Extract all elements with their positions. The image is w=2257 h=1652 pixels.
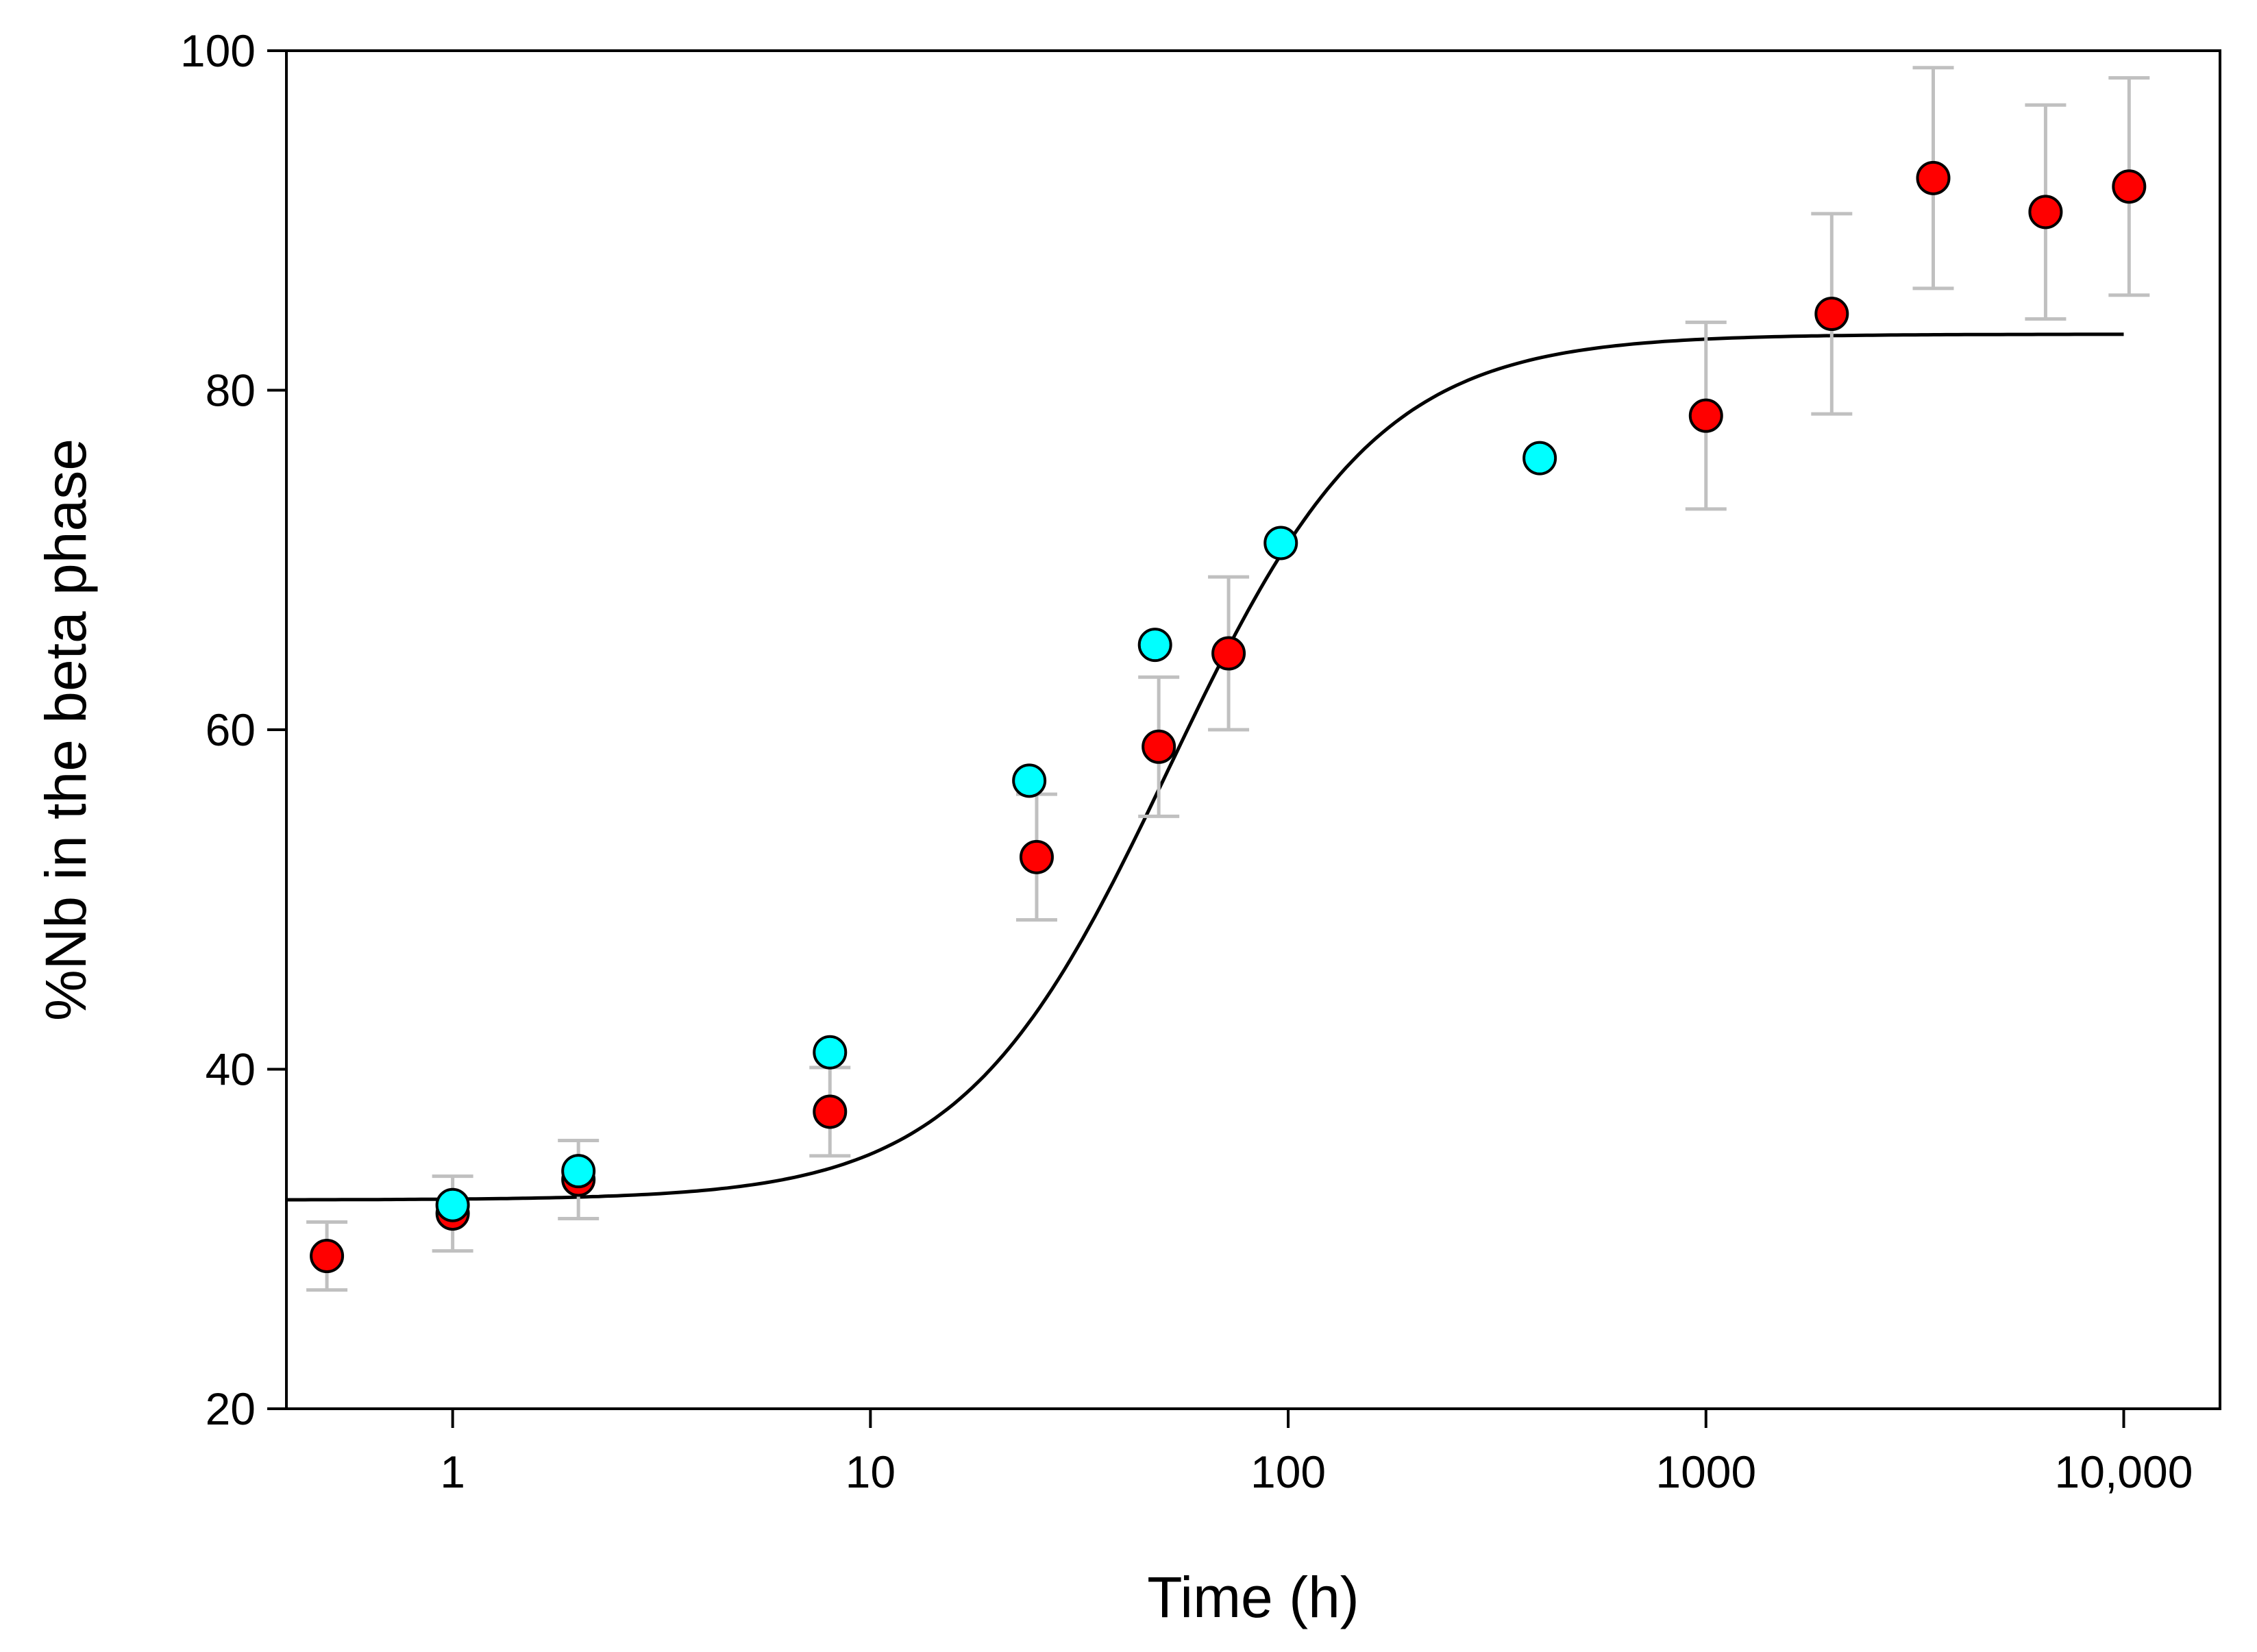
- data-point-red: [1814, 297, 1849, 332]
- y-tick-label: 80: [206, 365, 256, 416]
- data-point-cyan: [435, 1187, 470, 1222]
- x-tick-label: 10,000: [2055, 1446, 2193, 1497]
- y-tick-label: 60: [206, 704, 256, 755]
- data-point-cyan: [1137, 628, 1172, 663]
- data-point-cyan: [1012, 763, 1047, 798]
- data-point-cyan: [813, 1035, 848, 1070]
- data-point-red: [1019, 839, 1054, 874]
- data-point-red: [2112, 169, 2147, 204]
- x-tick-label: 1: [440, 1446, 465, 1497]
- data-point-cyan: [1263, 526, 1298, 560]
- y-tick-label: 20: [206, 1383, 256, 1434]
- data-point-cyan: [561, 1154, 596, 1189]
- y-tick-label: 100: [180, 25, 256, 76]
- x-axis-title: Time (h): [1147, 1565, 1359, 1629]
- series-red: [310, 160, 2147, 1274]
- plot-frame: [285, 49, 2221, 1410]
- error-bars: [306, 66, 2150, 1292]
- x-axis: 1 10 100 1000 10,000: [440, 1409, 2193, 1497]
- data-point-red: [1211, 636, 1246, 671]
- data-point-red: [2028, 195, 2063, 230]
- y-tick-label: 40: [206, 1044, 256, 1095]
- data-point-red: [1142, 729, 1176, 764]
- data-point-cyan: [1522, 441, 1557, 476]
- y-axis: 20 40 60 80 100: [180, 25, 286, 1434]
- x-tick-label: 10: [846, 1446, 896, 1497]
- data-point-red: [1916, 160, 1951, 195]
- data-point-red: [1688, 398, 1723, 433]
- series-cyan: [435, 441, 1557, 1222]
- x-tick-label: 1000: [1655, 1446, 1756, 1497]
- y-axis-title: %Nb in the beta phase: [34, 439, 98, 1021]
- fit-curve: [286, 332, 2124, 1202]
- x-tick-label: 100: [1250, 1446, 1326, 1497]
- data-point-red: [310, 1239, 345, 1274]
- data-point-red: [813, 1094, 848, 1129]
